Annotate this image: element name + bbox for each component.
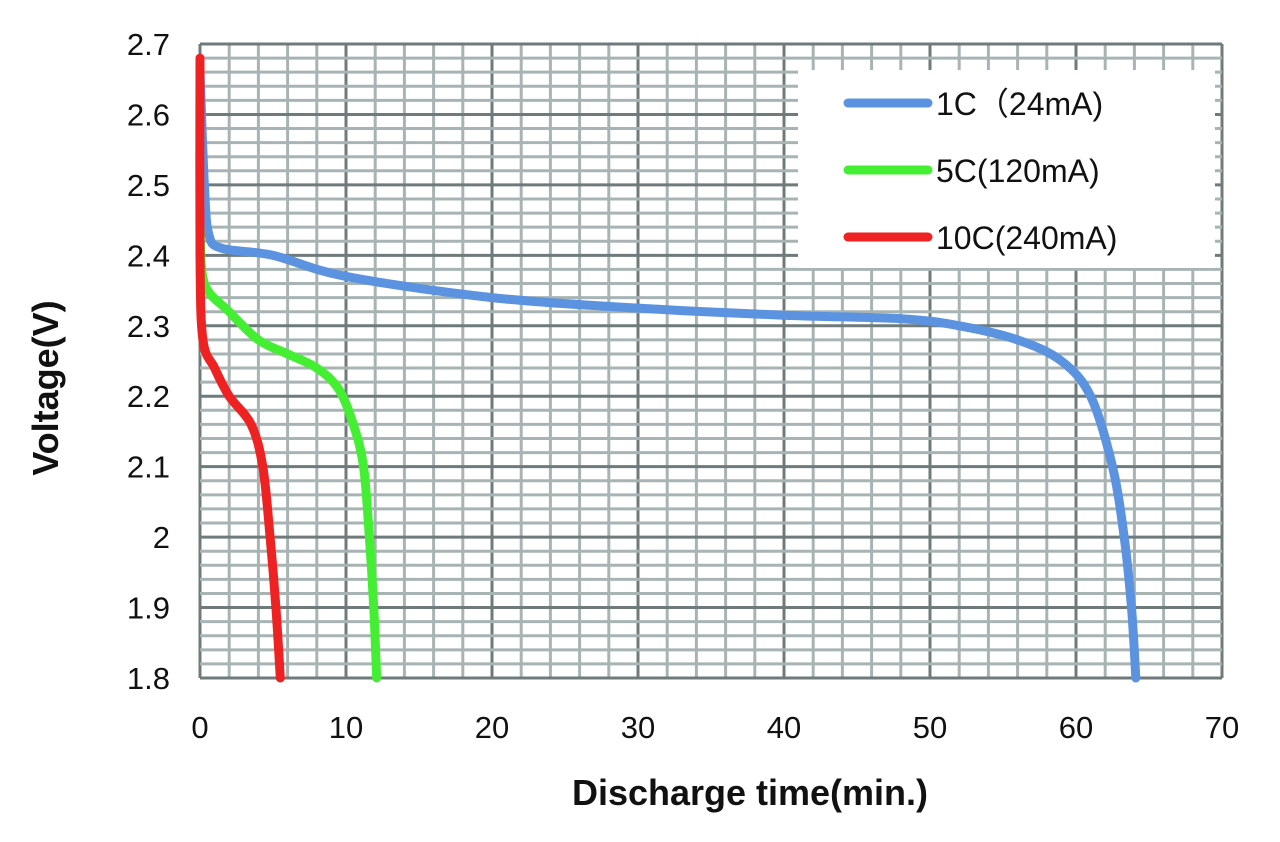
- x-tick-label: 70: [1205, 710, 1239, 745]
- legend-label: 1C（24mA): [936, 86, 1103, 122]
- y-tick-label: 2.1: [127, 450, 170, 485]
- y-tick-label: 2.3: [127, 309, 170, 344]
- y-tick-label: 2.7: [127, 27, 170, 62]
- grid: [198, 42, 1224, 680]
- x-tick-label: 20: [475, 710, 509, 745]
- series-line-2: [195, 53, 285, 683]
- y-tick-label: 1.8: [127, 661, 170, 696]
- x-axis-label: Discharge time(min.): [572, 772, 928, 813]
- x-tick-label: 10: [329, 710, 363, 745]
- series-lines: [195, 53, 1141, 683]
- x-tick-label: 30: [621, 710, 655, 745]
- series-line-1: [195, 222, 382, 683]
- y-tick-label: 2: [153, 520, 170, 555]
- legend-label: 5C(120mA): [936, 153, 1100, 189]
- y-axis-label: Voltage(V): [25, 300, 66, 475]
- y-tick-label: 2.4: [127, 238, 170, 273]
- tick-labels: 0 10 20 30 40 50 60 70 1.8 1.9 2 2.1 2.2 2.3 2.4 2.5 2.6…: [127, 27, 1239, 745]
- y-tick-label: 2.2: [127, 379, 170, 414]
- y-tick-label: 2.6: [127, 97, 170, 132]
- x-tick-label: 60: [1059, 710, 1093, 745]
- y-tick-label: 2.5: [127, 168, 170, 203]
- x-tick-label: 50: [913, 710, 947, 745]
- x-tick-label: 40: [767, 710, 801, 745]
- legend-label: 10C(240mA): [936, 220, 1117, 256]
- legend: 1C（24mA) 5C(120mA) 10C(240mA): [798, 70, 1215, 268]
- x-tick-label: 0: [191, 710, 208, 745]
- y-tick-label: 1.9: [127, 591, 170, 626]
- series-line-0: [195, 67, 1141, 683]
